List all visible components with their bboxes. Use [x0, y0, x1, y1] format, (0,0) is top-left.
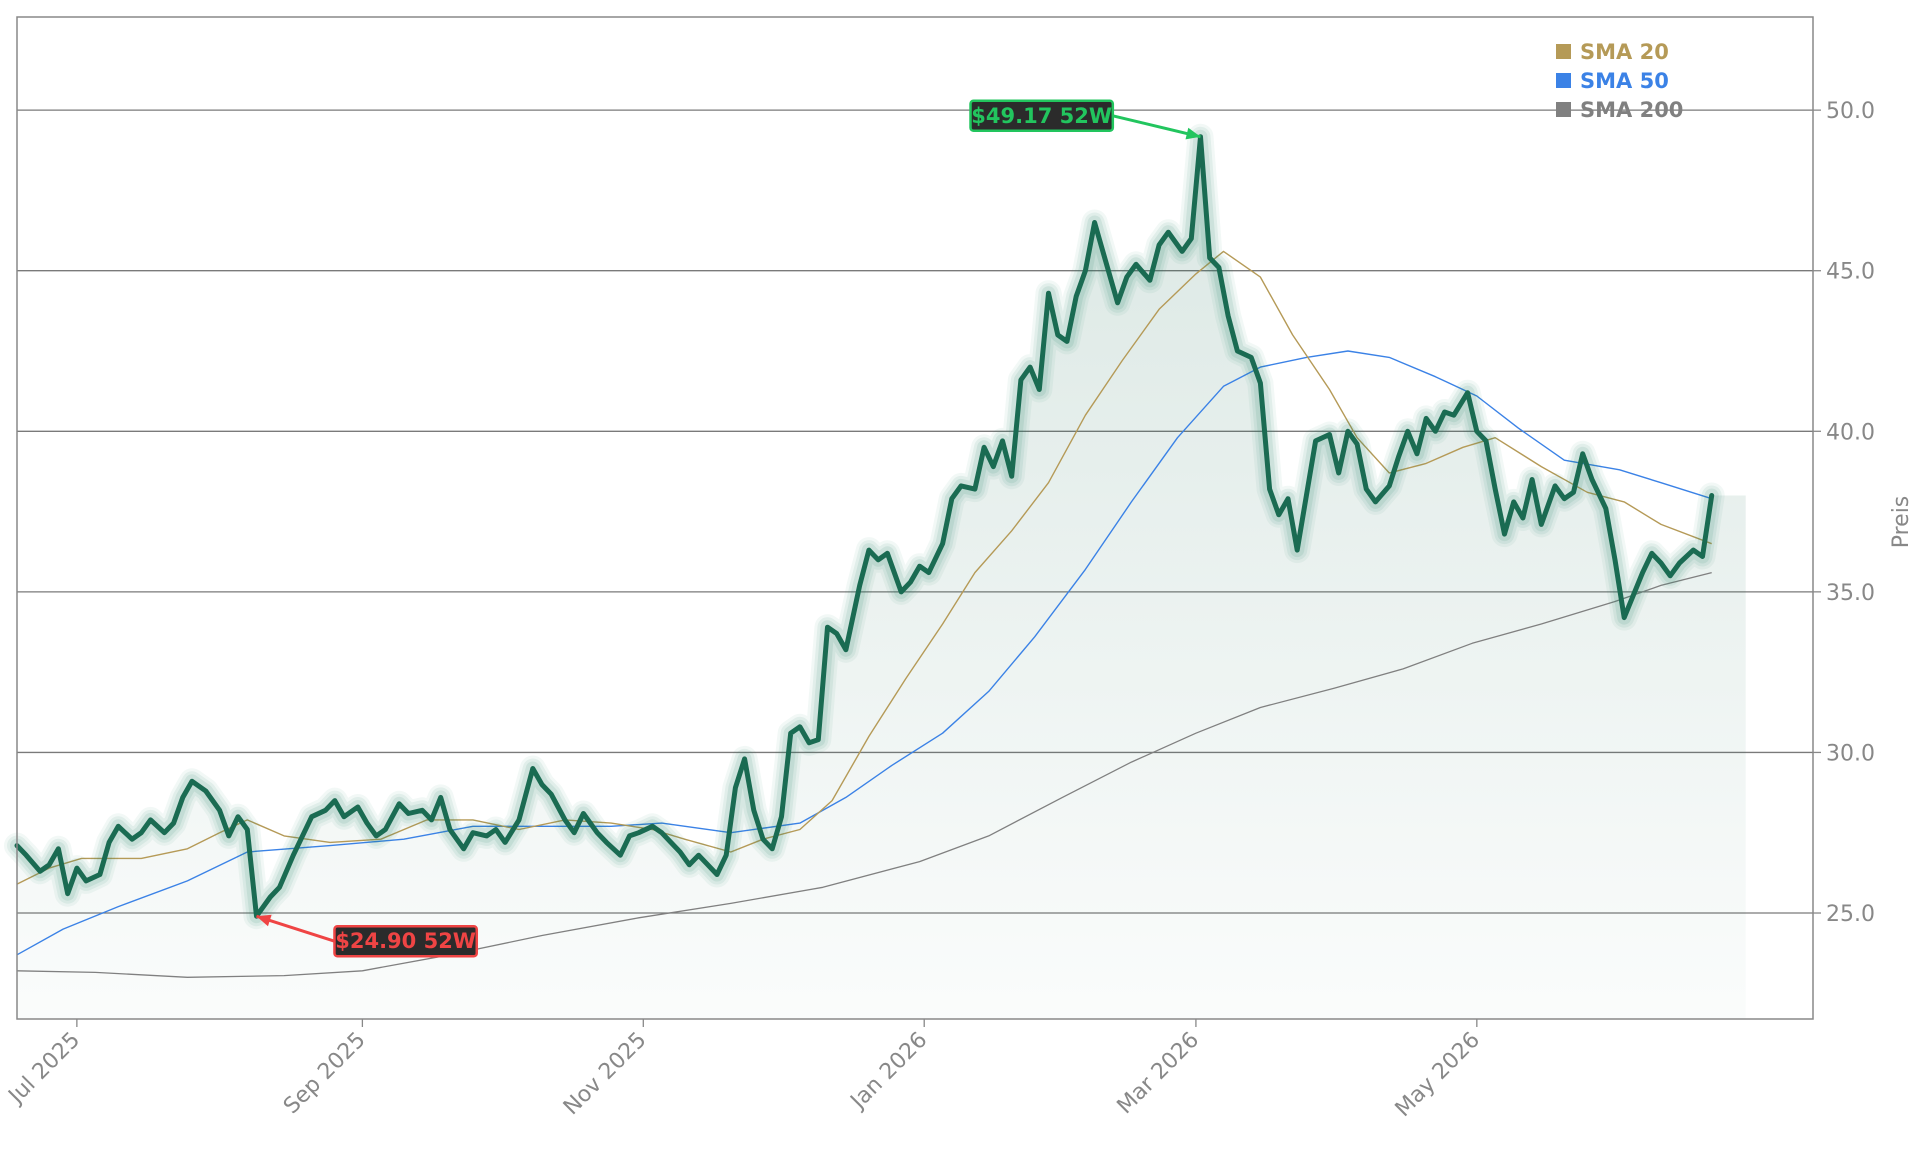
x-tick-label: May 2026	[1391, 1028, 1485, 1122]
annotation-label-low: $24.90 52W	[335, 929, 476, 953]
annotation-arrowhead-high	[1185, 127, 1201, 140]
legend: SMA 20 SMA 50 SMA 200	[1556, 40, 1683, 122]
legend-swatch-sma200	[1556, 102, 1571, 117]
legend-label-sma200: SMA 200	[1580, 98, 1683, 122]
y-tick-label: 35.0	[1826, 581, 1875, 606]
annotation-label-high: $49.17 52W	[971, 104, 1112, 128]
sma200-line	[16, 571, 1712, 978]
y-tick-label: 50.0	[1826, 99, 1875, 124]
plot-frame	[16, 16, 1814, 1020]
price-area	[17, 136, 1746, 1020]
annotation-box-low	[333, 924, 479, 958]
x-tick-label: Sep 2025	[279, 1028, 371, 1120]
y-tick-label: 40.0	[1826, 420, 1875, 445]
annotation-box-high	[969, 99, 1115, 133]
legend-label-sma20: SMA 20	[1580, 40, 1669, 64]
x-tick-label: Mar 2026	[1113, 1028, 1205, 1120]
annotation-arrow-high	[1112, 114, 1201, 139]
price-area-fill	[17, 136, 1746, 1020]
y-tick-label: 45.0	[1826, 260, 1875, 285]
price-line	[14, 134, 1715, 919]
x-tick-label: Jul 2025	[3, 1028, 85, 1110]
legend-label-sma50: SMA 50	[1580, 69, 1669, 93]
y-axis-label: Preis	[1889, 496, 1914, 549]
sma50-line	[16, 350, 1712, 956]
annotation-arrowhead-low	[256, 914, 272, 927]
x-tick-label: Nov 2025	[559, 1028, 652, 1121]
legend-swatch-sma50	[1556, 73, 1571, 88]
annotations: $49.17 52W $24.90 52W	[256, 99, 1201, 958]
y-tick-label: 30.0	[1826, 741, 1875, 766]
x-tick-label: Jan 2026	[845, 1028, 933, 1116]
annotation-low: $24.90 52W	[256, 914, 479, 958]
y-tick-label: 25.0	[1826, 902, 1875, 927]
legend-swatch-sma20	[1556, 44, 1571, 59]
annotation-high: $49.17 52W	[969, 99, 1201, 140]
price-line-group	[4, 123, 1725, 930]
